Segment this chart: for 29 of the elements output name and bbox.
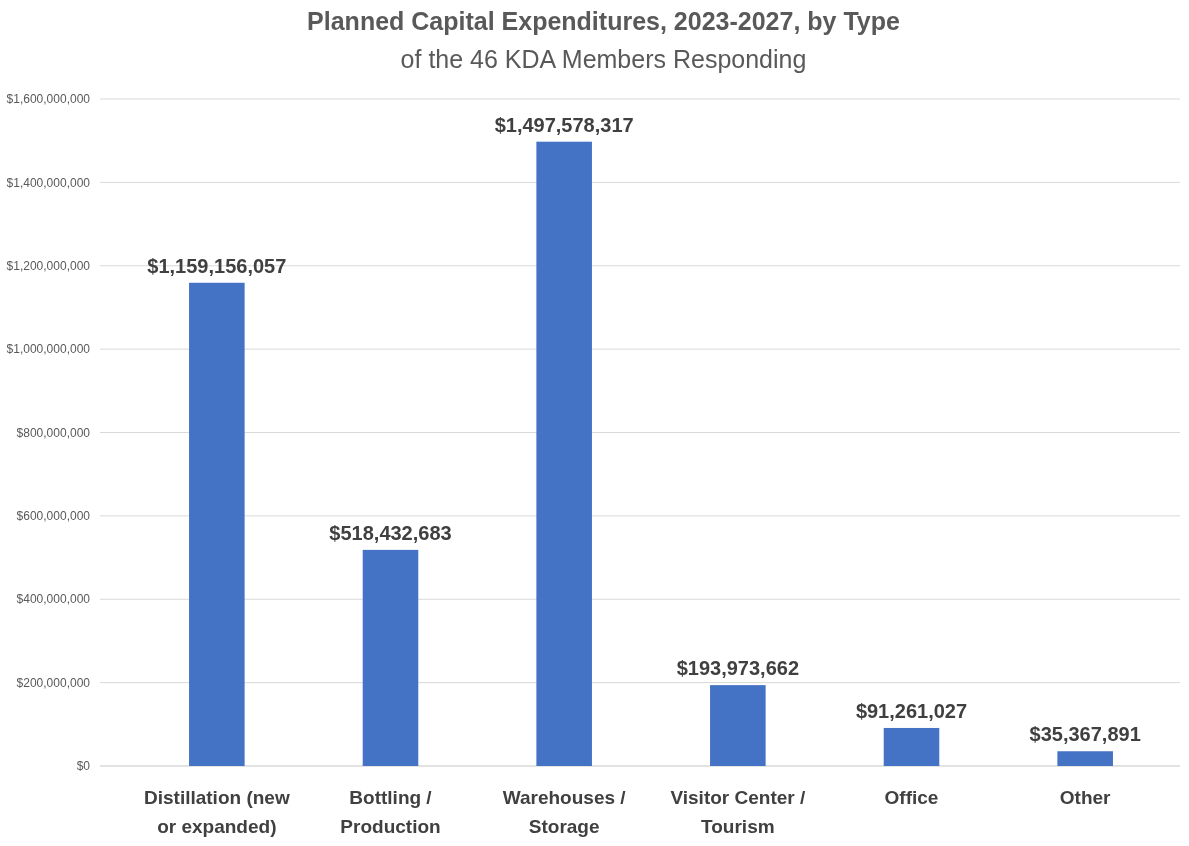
bar: [362, 549, 419, 766]
data-label: $91,261,027: [855, 699, 968, 722]
x-tick-label: Visitor Center / Tourism: [670, 787, 806, 837]
bar: [189, 282, 245, 766]
y-tick-label: $800,000,000: [16, 425, 91, 440]
y-tick-label: $600,000,000: [16, 509, 91, 524]
x-tick-label: Other: [1059, 787, 1112, 808]
x-tick-label: Distillation (new or expanded): [143, 787, 290, 837]
y-tick-label: $1,600,000,000: [6, 92, 91, 107]
y-tick-label: $1,200,000,000: [6, 258, 91, 273]
chart-subtitle: of the 46 KDA Members Responding: [400, 45, 807, 73]
x-tick-label: Warehouses / Storage: [502, 787, 627, 837]
bar: [1057, 751, 1113, 766]
bar: [536, 141, 592, 766]
data-label: $193,973,662: [676, 657, 800, 680]
chart-title: Planned Capital Expenditures, 2023-2027, by Type: [307, 7, 900, 35]
y-tick-label: $200,000,000: [16, 675, 91, 690]
x-tick-label: Bottling / Production: [340, 787, 441, 837]
y-tick-label: $400,000,000: [16, 592, 91, 607]
bar: [710, 685, 766, 766]
x-tick-label: Office: [884, 787, 939, 808]
data-label: $35,367,891: [1029, 723, 1141, 746]
data-label: $1,497,578,317: [494, 113, 634, 136]
y-tick-label: $0: [76, 759, 91, 774]
data-label: $1,159,156,057: [147, 254, 287, 277]
bar: [883, 727, 940, 766]
data-label: $518,432,683: [329, 521, 452, 544]
y-tick-label: $1,000,000,000: [6, 342, 91, 357]
y-tick-label: $1,400,000,000: [6, 175, 91, 190]
